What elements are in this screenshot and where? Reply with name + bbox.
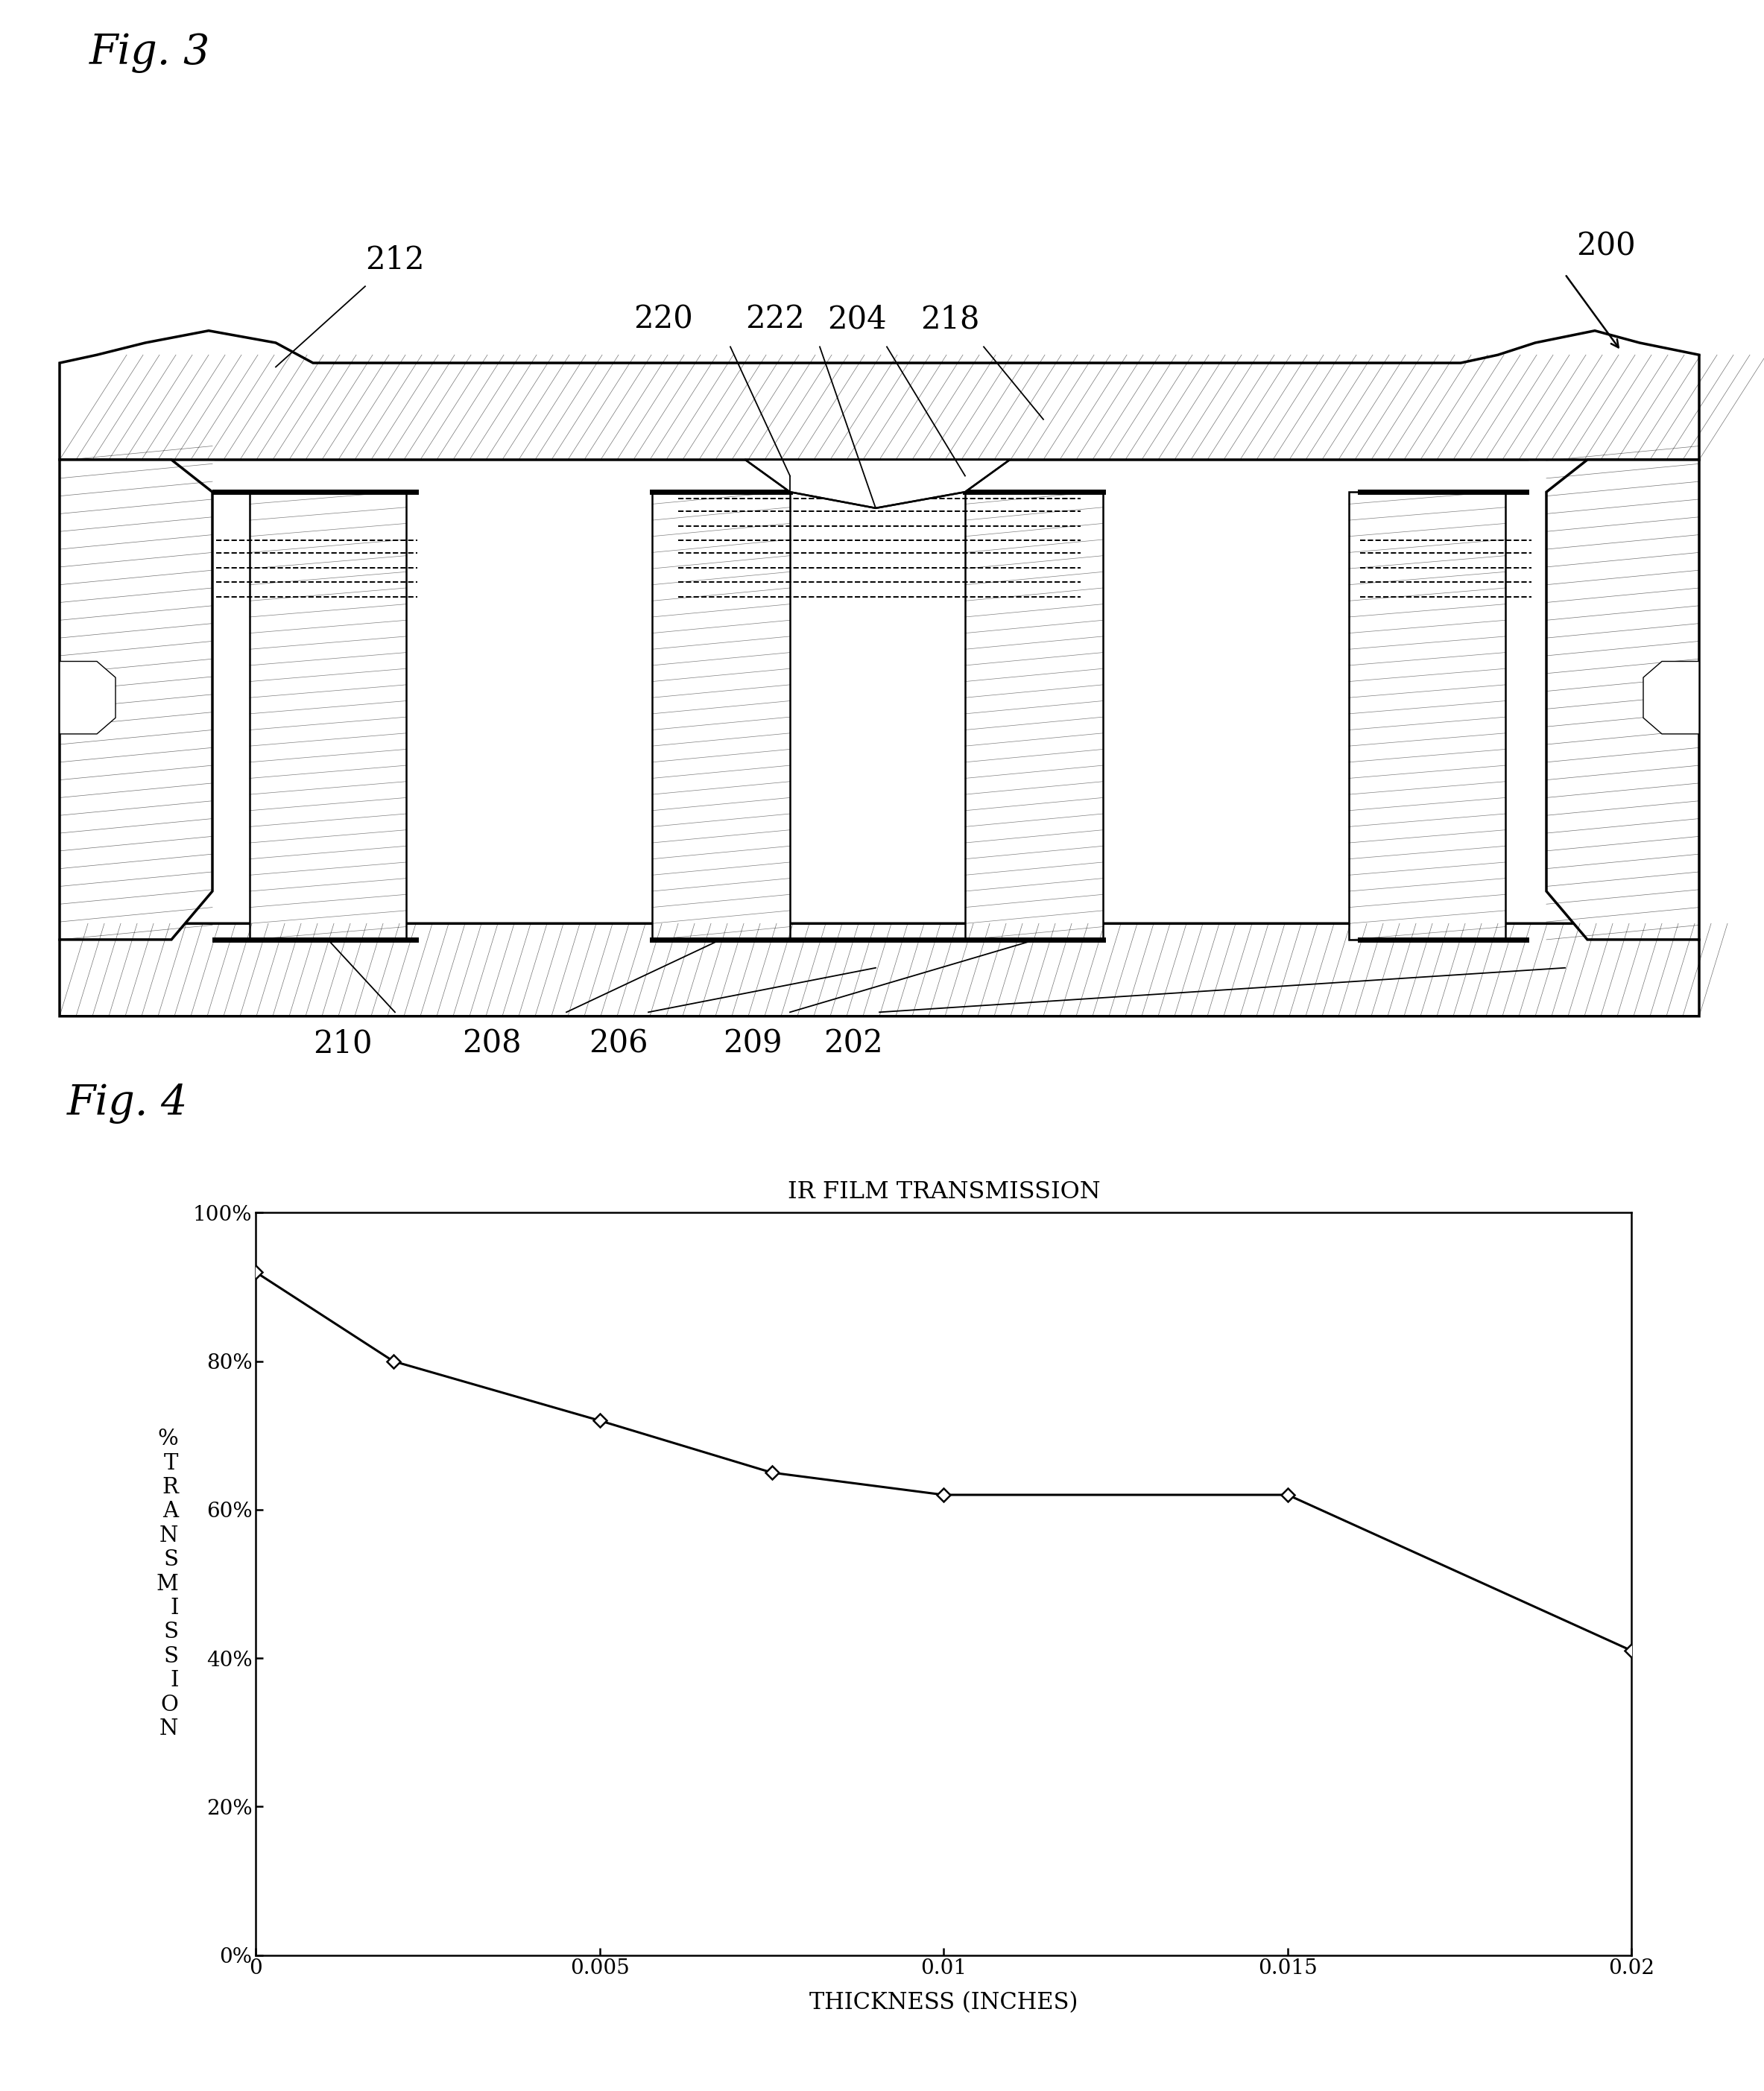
Text: 208: 208: [462, 1029, 522, 1060]
Text: Fig. 4: Fig. 4: [67, 1083, 189, 1125]
Text: 222: 222: [744, 303, 804, 335]
Polygon shape: [60, 924, 1699, 1016]
Text: 220: 220: [633, 303, 693, 335]
Text: 204: 204: [827, 303, 887, 335]
Title: IR FILM TRANSMISSION: IR FILM TRANSMISSION: [787, 1181, 1101, 1204]
Text: 212: 212: [365, 245, 425, 276]
Text: 210: 210: [314, 1029, 372, 1060]
Polygon shape: [744, 460, 1009, 508]
Y-axis label: %
T
R
A
N
S
M
I
S
S
I
O
N: % T R A N S M I S S I O N: [157, 1428, 178, 1740]
Text: 218: 218: [921, 303, 979, 335]
Polygon shape: [1349, 491, 1505, 939]
Text: Fig. 3: Fig. 3: [90, 31, 210, 73]
Text: 209: 209: [723, 1029, 781, 1060]
Polygon shape: [250, 491, 406, 939]
Polygon shape: [653, 491, 790, 939]
X-axis label: THICKNESS (INCHES): THICKNESS (INCHES): [810, 1991, 1078, 2014]
Polygon shape: [60, 330, 1699, 460]
Text: 200: 200: [1577, 230, 1635, 261]
Polygon shape: [1547, 460, 1699, 939]
Polygon shape: [1644, 661, 1699, 734]
Text: 206: 206: [589, 1029, 647, 1060]
Polygon shape: [965, 491, 1102, 939]
Polygon shape: [60, 661, 115, 734]
Polygon shape: [60, 460, 212, 939]
Text: 202: 202: [824, 1029, 884, 1060]
